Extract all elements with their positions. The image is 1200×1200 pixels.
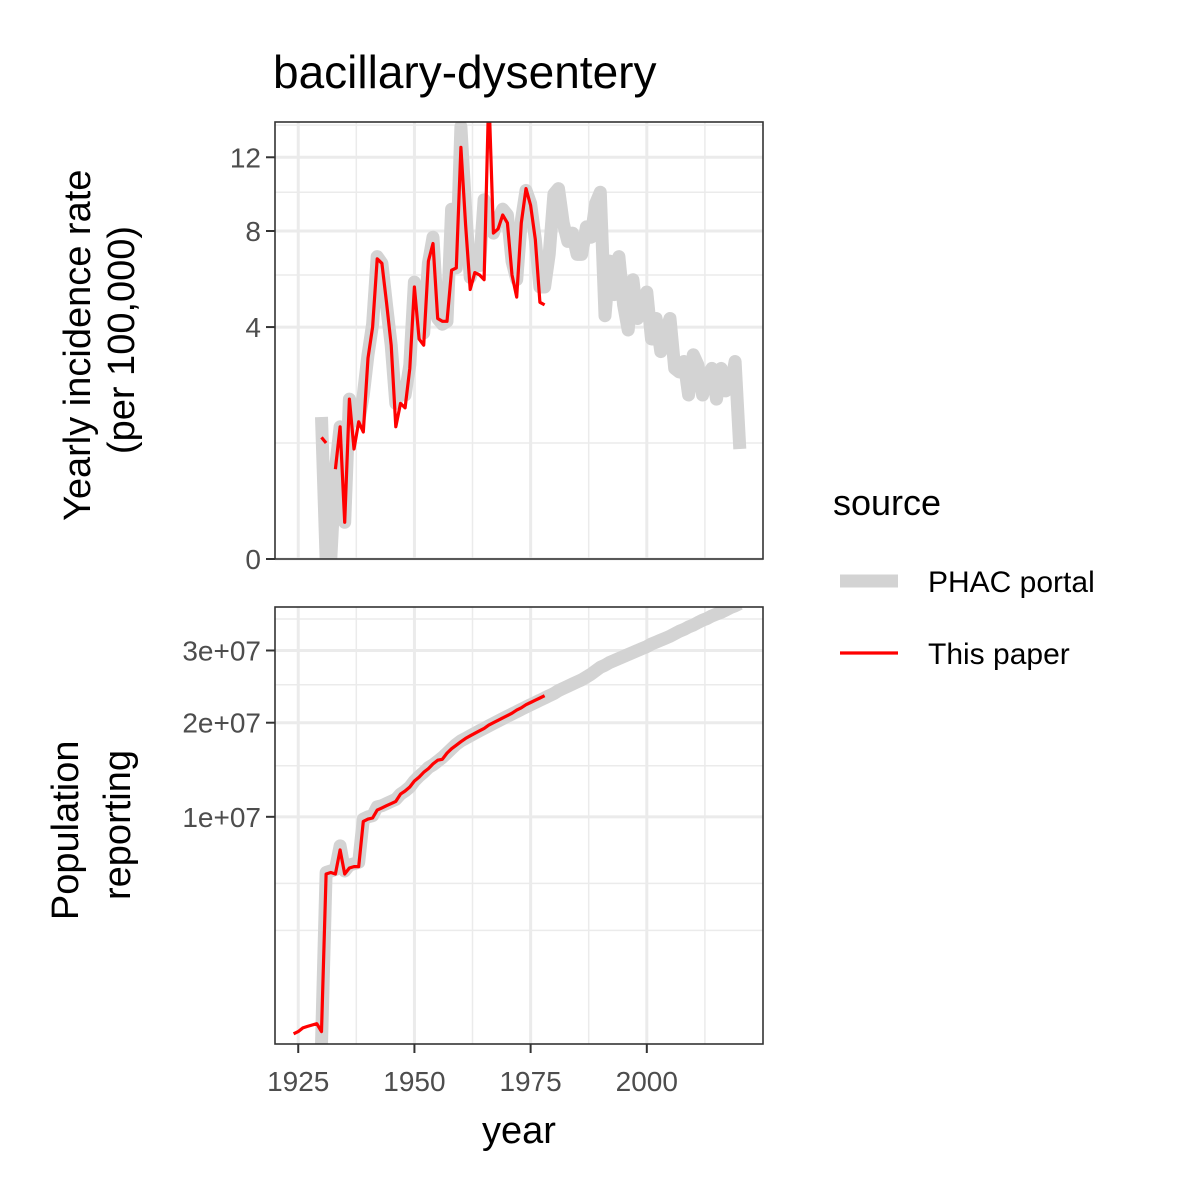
incidence-panel: 0 4 8 12 Yearly incidence rate (per 100,000… <box>57 121 764 575</box>
incidence-panel-border <box>274 121 764 560</box>
population-panel-border <box>274 606 764 1045</box>
x-tick-label: 1975 <box>499 1066 561 1097</box>
y-tick-label: 0 <box>245 544 261 575</box>
legend-label-phac-portal: PHAC portal <box>928 566 1095 599</box>
population-series <box>292 607 743 1044</box>
y-tick-label: 12 <box>230 142 261 173</box>
incidence-y-axis-title: Yearly incidence rate (per 100,000) <box>57 159 143 521</box>
y-tick-label: 3e+07 <box>182 636 261 667</box>
x-axis: 1925 1950 1975 2000 <box>267 1044 678 1097</box>
population-y-axis-title: Population reporting <box>45 730 139 920</box>
y-tick-label: 1e+07 <box>182 802 261 833</box>
x-axis-title: year <box>482 1110 556 1152</box>
y-tick-label: 4 <box>245 312 261 343</box>
legend: source PHAC portal This paper <box>833 482 1095 671</box>
population-grid <box>275 607 763 1044</box>
population-y-axis-title-line-1: Population <box>45 740 87 920</box>
population-series-this-paper <box>292 694 546 1036</box>
incidence-series-this-paper <box>320 122 546 524</box>
incidence-y-axis-title-line-1: Yearly incidence rate <box>57 170 99 521</box>
incidence-y-axis: 0 4 8 12 <box>230 142 275 575</box>
x-tick-label: 1950 <box>383 1066 445 1097</box>
x-tick-label: 1925 <box>267 1066 329 1097</box>
population-panel: 1e+07 2e+07 3e+07 Population reporting <box>45 606 764 1045</box>
incidence-series <box>315 122 747 559</box>
chart-title: bacillary-dysentery <box>273 46 656 98</box>
y-tick-label: 2e+07 <box>182 708 261 739</box>
legend-label-this-paper: This paper <box>928 638 1070 671</box>
x-tick-label: 2000 <box>616 1066 678 1097</box>
population-y-axis: 1e+07 2e+07 3e+07 <box>182 636 275 833</box>
legend-title: source <box>833 482 941 523</box>
incidence-y-axis-title-line-2: (per 100,000) <box>101 226 143 454</box>
y-tick-label: 8 <box>245 216 261 247</box>
population-series-phac-portal <box>315 607 743 1044</box>
population-panel-background <box>275 607 763 1044</box>
population-y-axis-title-line-2: reporting <box>97 750 139 900</box>
